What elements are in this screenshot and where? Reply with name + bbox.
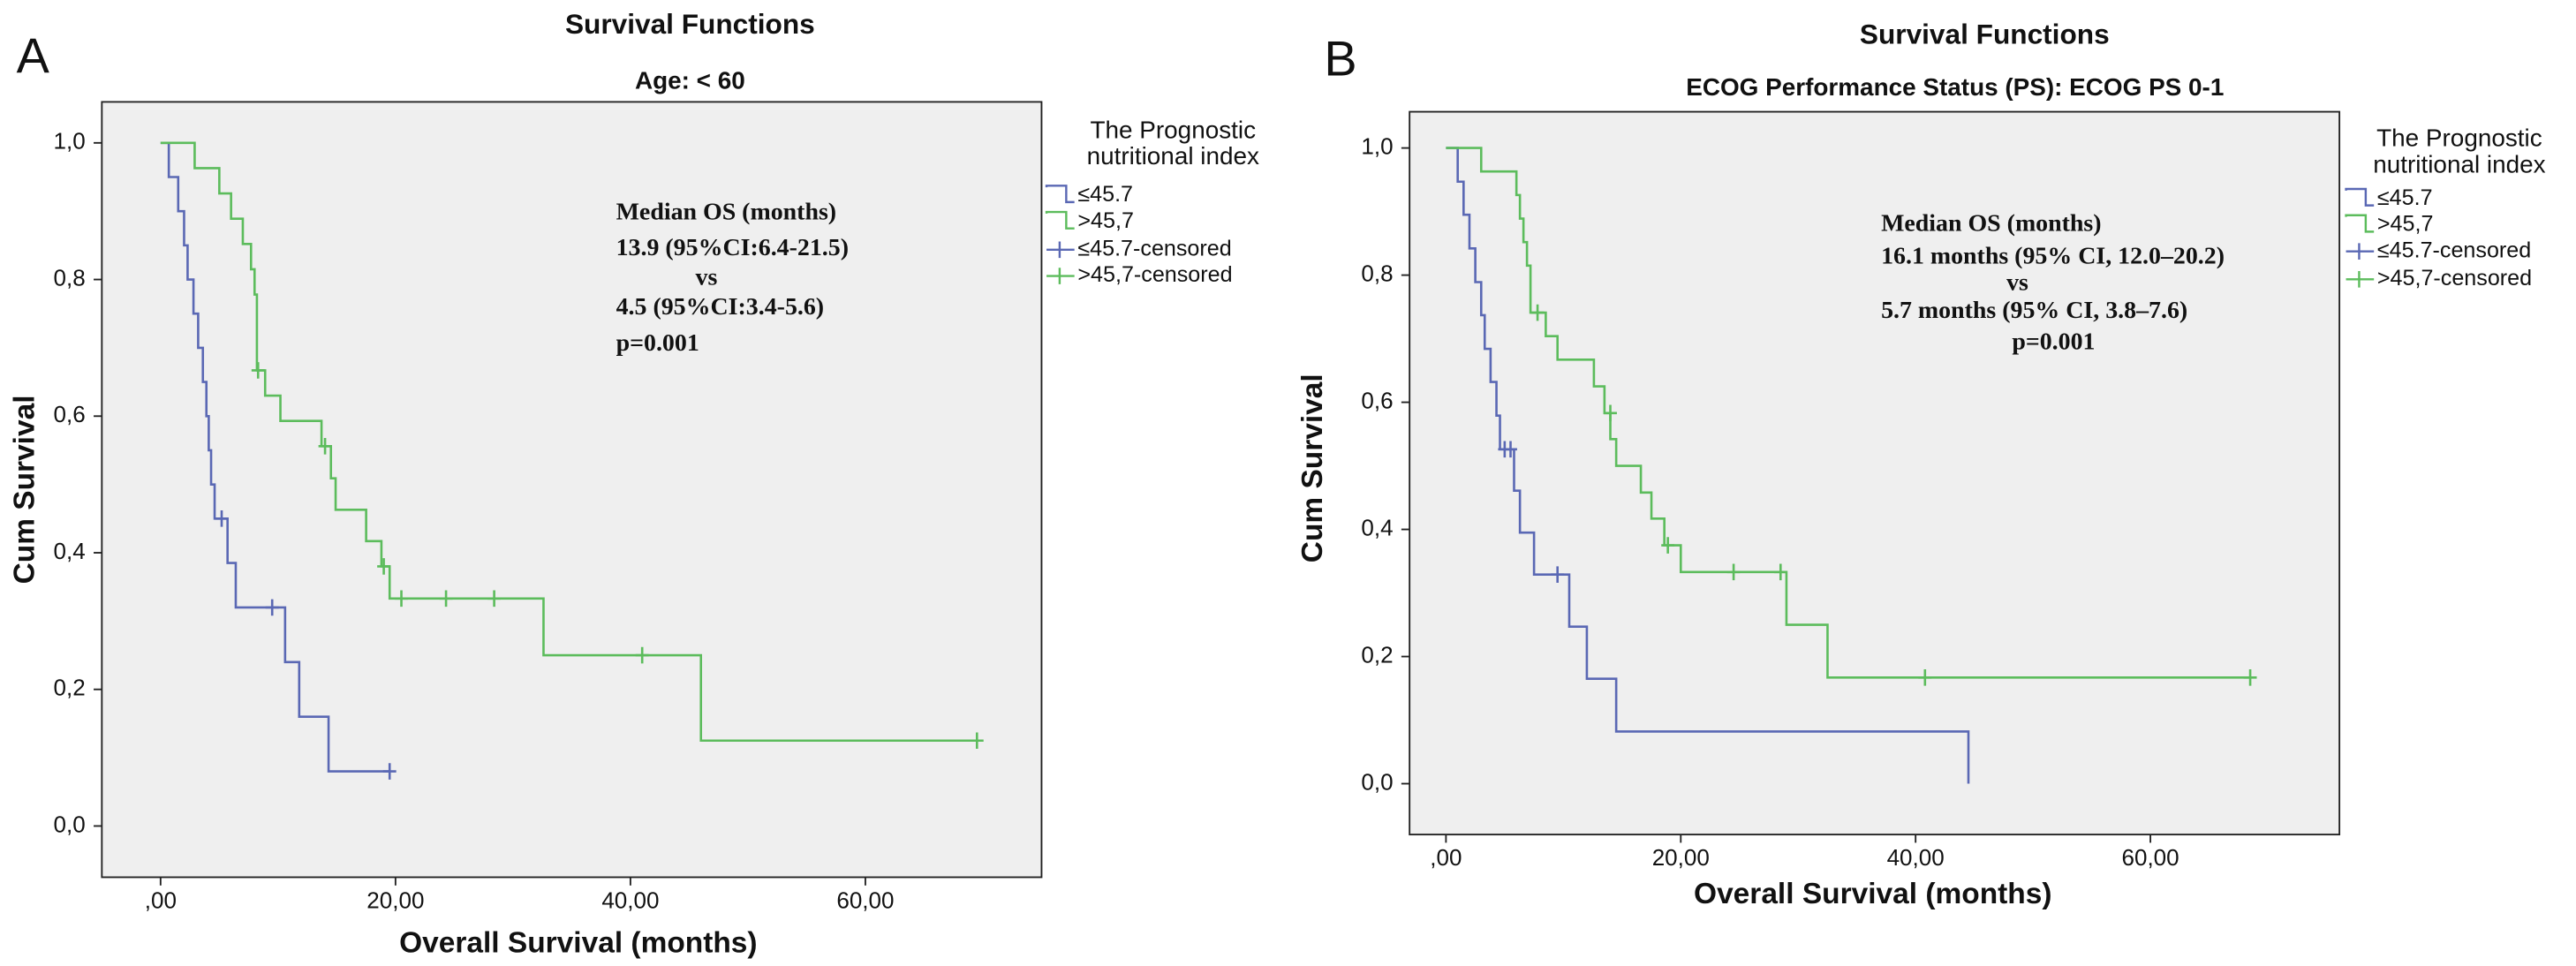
legend-swatch — [1046, 241, 1075, 259]
legend-swatch — [2345, 214, 2375, 233]
x-tick-label: 60,00 — [836, 887, 894, 913]
x-axis-label: Overall Survival (months) — [1694, 878, 2051, 910]
censor-mark — [215, 510, 229, 527]
y-tick-label: 0,0 — [1361, 768, 1393, 795]
legend-swatch — [2345, 187, 2375, 207]
y-tick-label: 0,4 — [1361, 514, 1393, 540]
censor-mark — [970, 732, 984, 750]
x-tick-label: 40,00 — [601, 887, 659, 913]
y-tick-label: 0,2 — [54, 675, 86, 701]
x-tick-label: ,00 — [145, 887, 177, 913]
x-tick-label: ,00 — [1430, 844, 1462, 871]
censor-mark — [265, 599, 279, 616]
plot-area — [101, 101, 1043, 879]
x-tick-label: 40,00 — [1887, 844, 1945, 871]
censor-mark — [1504, 441, 1517, 458]
annotation: 16.1 months (95% CI, 12.0–20.2) — [1881, 243, 2225, 270]
censor-mark — [377, 558, 391, 575]
legend-label: ≤45.7 — [2377, 185, 2433, 210]
x-tick-label: 20,00 — [366, 887, 424, 913]
annotation: Median OS (months) — [616, 198, 837, 225]
plot-area — [1409, 110, 2341, 836]
legend-swatch — [2346, 243, 2375, 260]
censor-mark — [395, 590, 408, 608]
survival-curve — [160, 141, 390, 773]
legend-title: The Prognostic — [1090, 116, 1256, 143]
censor-mark — [487, 590, 502, 608]
chart-title: Survival Functions — [565, 8, 815, 40]
censor-mark — [1918, 668, 1932, 686]
survival-curve — [1446, 147, 1970, 784]
survival-curve — [1446, 147, 2251, 679]
y-tick-label: 1,0 — [1361, 132, 1393, 159]
legend-label: >45,7-censored — [2377, 266, 2532, 291]
annotation: vs — [696, 264, 718, 291]
censor-mark — [382, 763, 397, 780]
censor-mark — [318, 438, 332, 455]
censor-mark — [1726, 563, 1741, 581]
annotation: vs — [2006, 268, 2028, 296]
legend-swatch — [1045, 210, 1075, 230]
panel-label: B — [1324, 30, 1356, 86]
censor-mark — [1604, 404, 1617, 422]
survival-curve — [160, 141, 978, 743]
annotation: p=0.001 — [616, 329, 699, 357]
legend-label: >45,7 — [1077, 208, 1134, 233]
y-tick-label: 0,8 — [54, 264, 86, 291]
censor-mark — [251, 362, 265, 379]
legend-label: >45,7-censored — [1077, 262, 1232, 287]
legend-swatch — [1045, 185, 1075, 204]
annotation: Median OS (months) — [1881, 209, 2102, 237]
censor-mark — [1661, 537, 1675, 554]
legend-swatch — [1046, 268, 1075, 284]
censor-mark — [635, 646, 649, 664]
chart-subtitle: Age: < 60 — [635, 66, 745, 94]
legend-label: >45,7 — [2377, 212, 2434, 237]
y-tick-label: 0,8 — [1361, 260, 1393, 286]
chart-subtitle: ECOG Performance Status (PS): ECOG PS 0-… — [1686, 73, 2224, 101]
censor-mark — [1551, 566, 1565, 583]
y-tick-label: 0,6 — [1361, 387, 1393, 413]
x-tick-label: 60,00 — [2121, 844, 2179, 871]
y-tick-label: 0,6 — [54, 401, 86, 427]
chart-title: Survival Functions — [1860, 18, 2110, 49]
censor-mark — [1773, 563, 1787, 581]
legend-title: nutritional index — [2373, 150, 2545, 177]
censor-mark — [1530, 304, 1545, 321]
y-axis-label: Cum Survival — [9, 395, 42, 584]
legend-swatch — [2346, 271, 2375, 288]
x-tick-label: 20,00 — [1652, 844, 1710, 871]
y-tick-label: 0,4 — [54, 538, 86, 564]
panel-label: A — [17, 27, 50, 83]
y-axis-label: Cum Survival — [1296, 374, 1329, 562]
legend-title: The Prognostic — [2376, 125, 2542, 152]
legend-label: ≤45.7 — [1077, 182, 1133, 207]
annotation: p=0.001 — [2012, 328, 2095, 355]
censor-mark — [2243, 668, 2257, 686]
y-tick-label: 0,0 — [54, 811, 86, 837]
legend-label: ≤45.7-censored — [2377, 238, 2531, 262]
legend-label: ≤45.7-censored — [1077, 236, 1231, 260]
censor-mark — [439, 590, 453, 608]
annotation: 4.5 (95%CI:3.4-5.6) — [616, 293, 825, 321]
annotation: 13.9 (95%CI:6.4-21.5) — [616, 234, 849, 261]
legend-title: nutritional index — [1087, 142, 1259, 170]
y-tick-label: 1,0 — [54, 128, 86, 155]
annotation: 5.7 months (95% CI, 3.8–7.6) — [1881, 297, 2187, 324]
y-tick-label: 0,2 — [1361, 641, 1393, 668]
x-axis-label: Overall Survival (months) — [399, 927, 757, 960]
